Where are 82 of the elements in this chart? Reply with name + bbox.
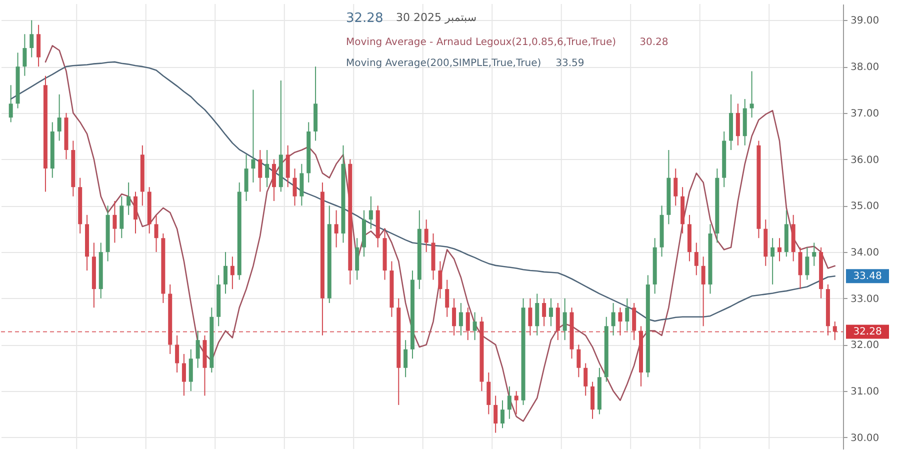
y-tick-label: 34.00 [850, 247, 880, 258]
candlestick [535, 293, 540, 336]
candlestick [618, 307, 622, 336]
candlestick [175, 334, 180, 374]
candlestick [458, 302, 463, 336]
candlestick [355, 238, 360, 280]
candlestick [300, 163, 304, 206]
candlestick [798, 246, 802, 290]
candlestick [674, 168, 678, 206]
candlestick [562, 298, 567, 341]
candlestick [438, 260, 442, 299]
candlestick [701, 256, 706, 327]
candlestick [30, 20, 34, 58]
candlestick [251, 89, 256, 183]
candlestick [494, 395, 498, 434]
candlestick [258, 150, 262, 192]
candlestick [445, 279, 450, 318]
y-tick-label: 32.00 [850, 340, 880, 352]
y-tick-label: 30.00 [850, 432, 880, 444]
candlestick [182, 353, 186, 396]
candlestick [188, 348, 193, 392]
candlestick [334, 210, 338, 248]
candlestick [750, 70, 754, 118]
candlestick [548, 298, 553, 327]
y-tick-label: 38.00 [850, 62, 880, 74]
candlestick [500, 400, 504, 429]
candlestick [368, 196, 373, 230]
candlestick [126, 182, 131, 216]
candlestick [625, 298, 630, 332]
candlestick [133, 191, 138, 234]
y-tick-label: 39.00 [850, 16, 880, 27]
candlestick [452, 298, 456, 336]
y-tick-label: 31.00 [850, 386, 880, 398]
text: Moving Average - Arnaud Legoux(21,0.85,6,True,True) [346, 37, 616, 48]
candlestick [292, 168, 297, 206]
candlestick [265, 150, 270, 188]
ref-line-label: 32.28 [853, 326, 882, 338]
annotation: 32.28 [346, 11, 384, 26]
annotation: 33.48 [853, 271, 882, 282]
candlestick [120, 196, 124, 239]
candlestick [632, 302, 636, 341]
candlestick [57, 94, 62, 142]
candlestick [770, 238, 775, 285]
y-tick-label: 35.00 [850, 201, 880, 212]
text: Moving Average(200,SIMPLE,True,True) [346, 58, 542, 69]
candlestick [812, 242, 816, 266]
annotation: 33.59 [556, 58, 584, 69]
candlestick [694, 242, 698, 276]
y-tick-label: 37.00 [850, 108, 880, 120]
candlestick [244, 154, 248, 202]
candlestick [112, 200, 117, 244]
y-tick-label: 36.00 [850, 154, 880, 166]
candlestick [576, 344, 581, 378]
candlestick [528, 298, 532, 336]
candlestick [424, 219, 428, 252]
candlestick [777, 238, 782, 262]
candlestick [584, 362, 588, 396]
candlestick [736, 103, 740, 146]
y-tick-label: 33.00 [850, 294, 880, 305]
candlestick [466, 307, 470, 341]
candlestick [36, 24, 41, 68]
annotation: 30.28 [640, 37, 668, 48]
candlestick [611, 302, 616, 336]
candlestick [832, 321, 837, 341]
candlestick [8, 84, 13, 123]
candlestick [272, 158, 276, 202]
candlestick [196, 330, 200, 368]
candlestick [404, 340, 408, 378]
candlestick [805, 246, 810, 280]
candlestick [507, 386, 512, 420]
candlestick [590, 381, 595, 420]
candlestick [154, 214, 158, 252]
candlestick [224, 251, 228, 294]
candlestick [486, 372, 491, 415]
candlestick [542, 298, 546, 327]
candlestick [514, 390, 518, 415]
candlestick [556, 302, 560, 341]
candlestick [22, 34, 27, 76]
annotation: 30 2025 سبتمبر [396, 11, 477, 24]
candlestick [286, 144, 290, 188]
candlestick [472, 312, 477, 341]
candlestick [230, 256, 234, 290]
